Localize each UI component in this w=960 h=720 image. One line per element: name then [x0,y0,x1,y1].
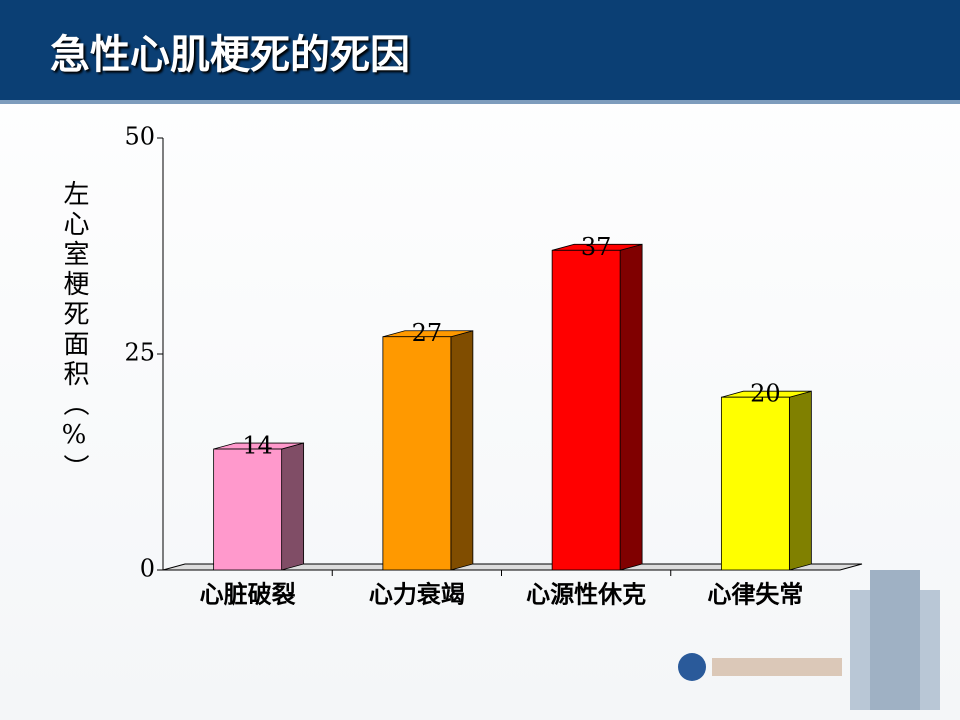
bar-front [382,336,452,571]
bar-side [450,330,474,571]
bar-side [619,243,643,571]
bar-side [281,442,305,571]
x-tick-label: 心源性休克 [526,580,646,609]
building-logo [678,570,940,710]
x-tick-label: 心脏破裂 [200,580,296,609]
bar-front [213,448,283,571]
y-tick-label: 0 [140,555,155,583]
data-label: 27 [412,319,443,347]
bar [382,330,474,571]
data-label: 37 [581,233,612,261]
y-tick-label: 50 [124,123,155,151]
y-tick-label: 25 [124,339,155,367]
x-tick-label: 心力衰竭 [369,580,465,609]
bar [551,243,643,571]
y-axis-label: 左心室梗死面积（%） [59,180,89,484]
building [870,570,920,710]
logo [678,653,706,681]
bar-side [788,390,812,571]
bar [720,390,812,571]
data-label: 14 [242,432,273,460]
bar [213,442,305,571]
data-label: 20 [750,380,781,408]
bar-front [551,249,621,571]
x-tick-label: 心律失常 [707,580,803,609]
bar-front [720,396,790,571]
logo-text [712,658,842,676]
header-band [0,0,960,104]
chart-title: 急性心肌梗死的死因 [50,32,410,78]
